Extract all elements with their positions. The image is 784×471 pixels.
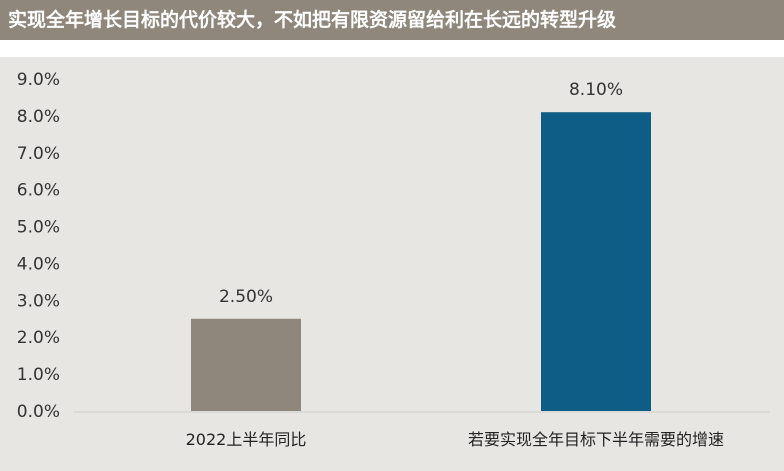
chart-title: 实现全年增长目标的代价较大，不如把有限资源留给利在长远的转型升级 <box>0 0 784 40</box>
plot-area <box>0 57 784 471</box>
y-tick-label: 8.0% <box>17 107 60 127</box>
data-label: 8.10% <box>569 80 623 100</box>
bar <box>541 112 651 411</box>
y-tick-label: 2.0% <box>17 328 60 348</box>
y-tick-label: 9.0% <box>17 70 60 90</box>
x-category-label: 2022上半年同比 <box>186 430 307 449</box>
y-tick-label: 0.0% <box>17 402 60 422</box>
y-tick-label: 1.0% <box>17 365 60 385</box>
y-tick-label: 7.0% <box>17 144 60 164</box>
data-label: 2.50% <box>219 287 273 307</box>
x-category-label: 若要实现全年目标下半年需要的增速 <box>468 430 724 449</box>
bar <box>191 318 301 411</box>
y-tick-label: 4.0% <box>17 254 60 274</box>
y-tick-label: 5.0% <box>17 218 60 238</box>
y-tick-label: 3.0% <box>17 291 60 311</box>
y-tick-label: 6.0% <box>17 181 60 201</box>
